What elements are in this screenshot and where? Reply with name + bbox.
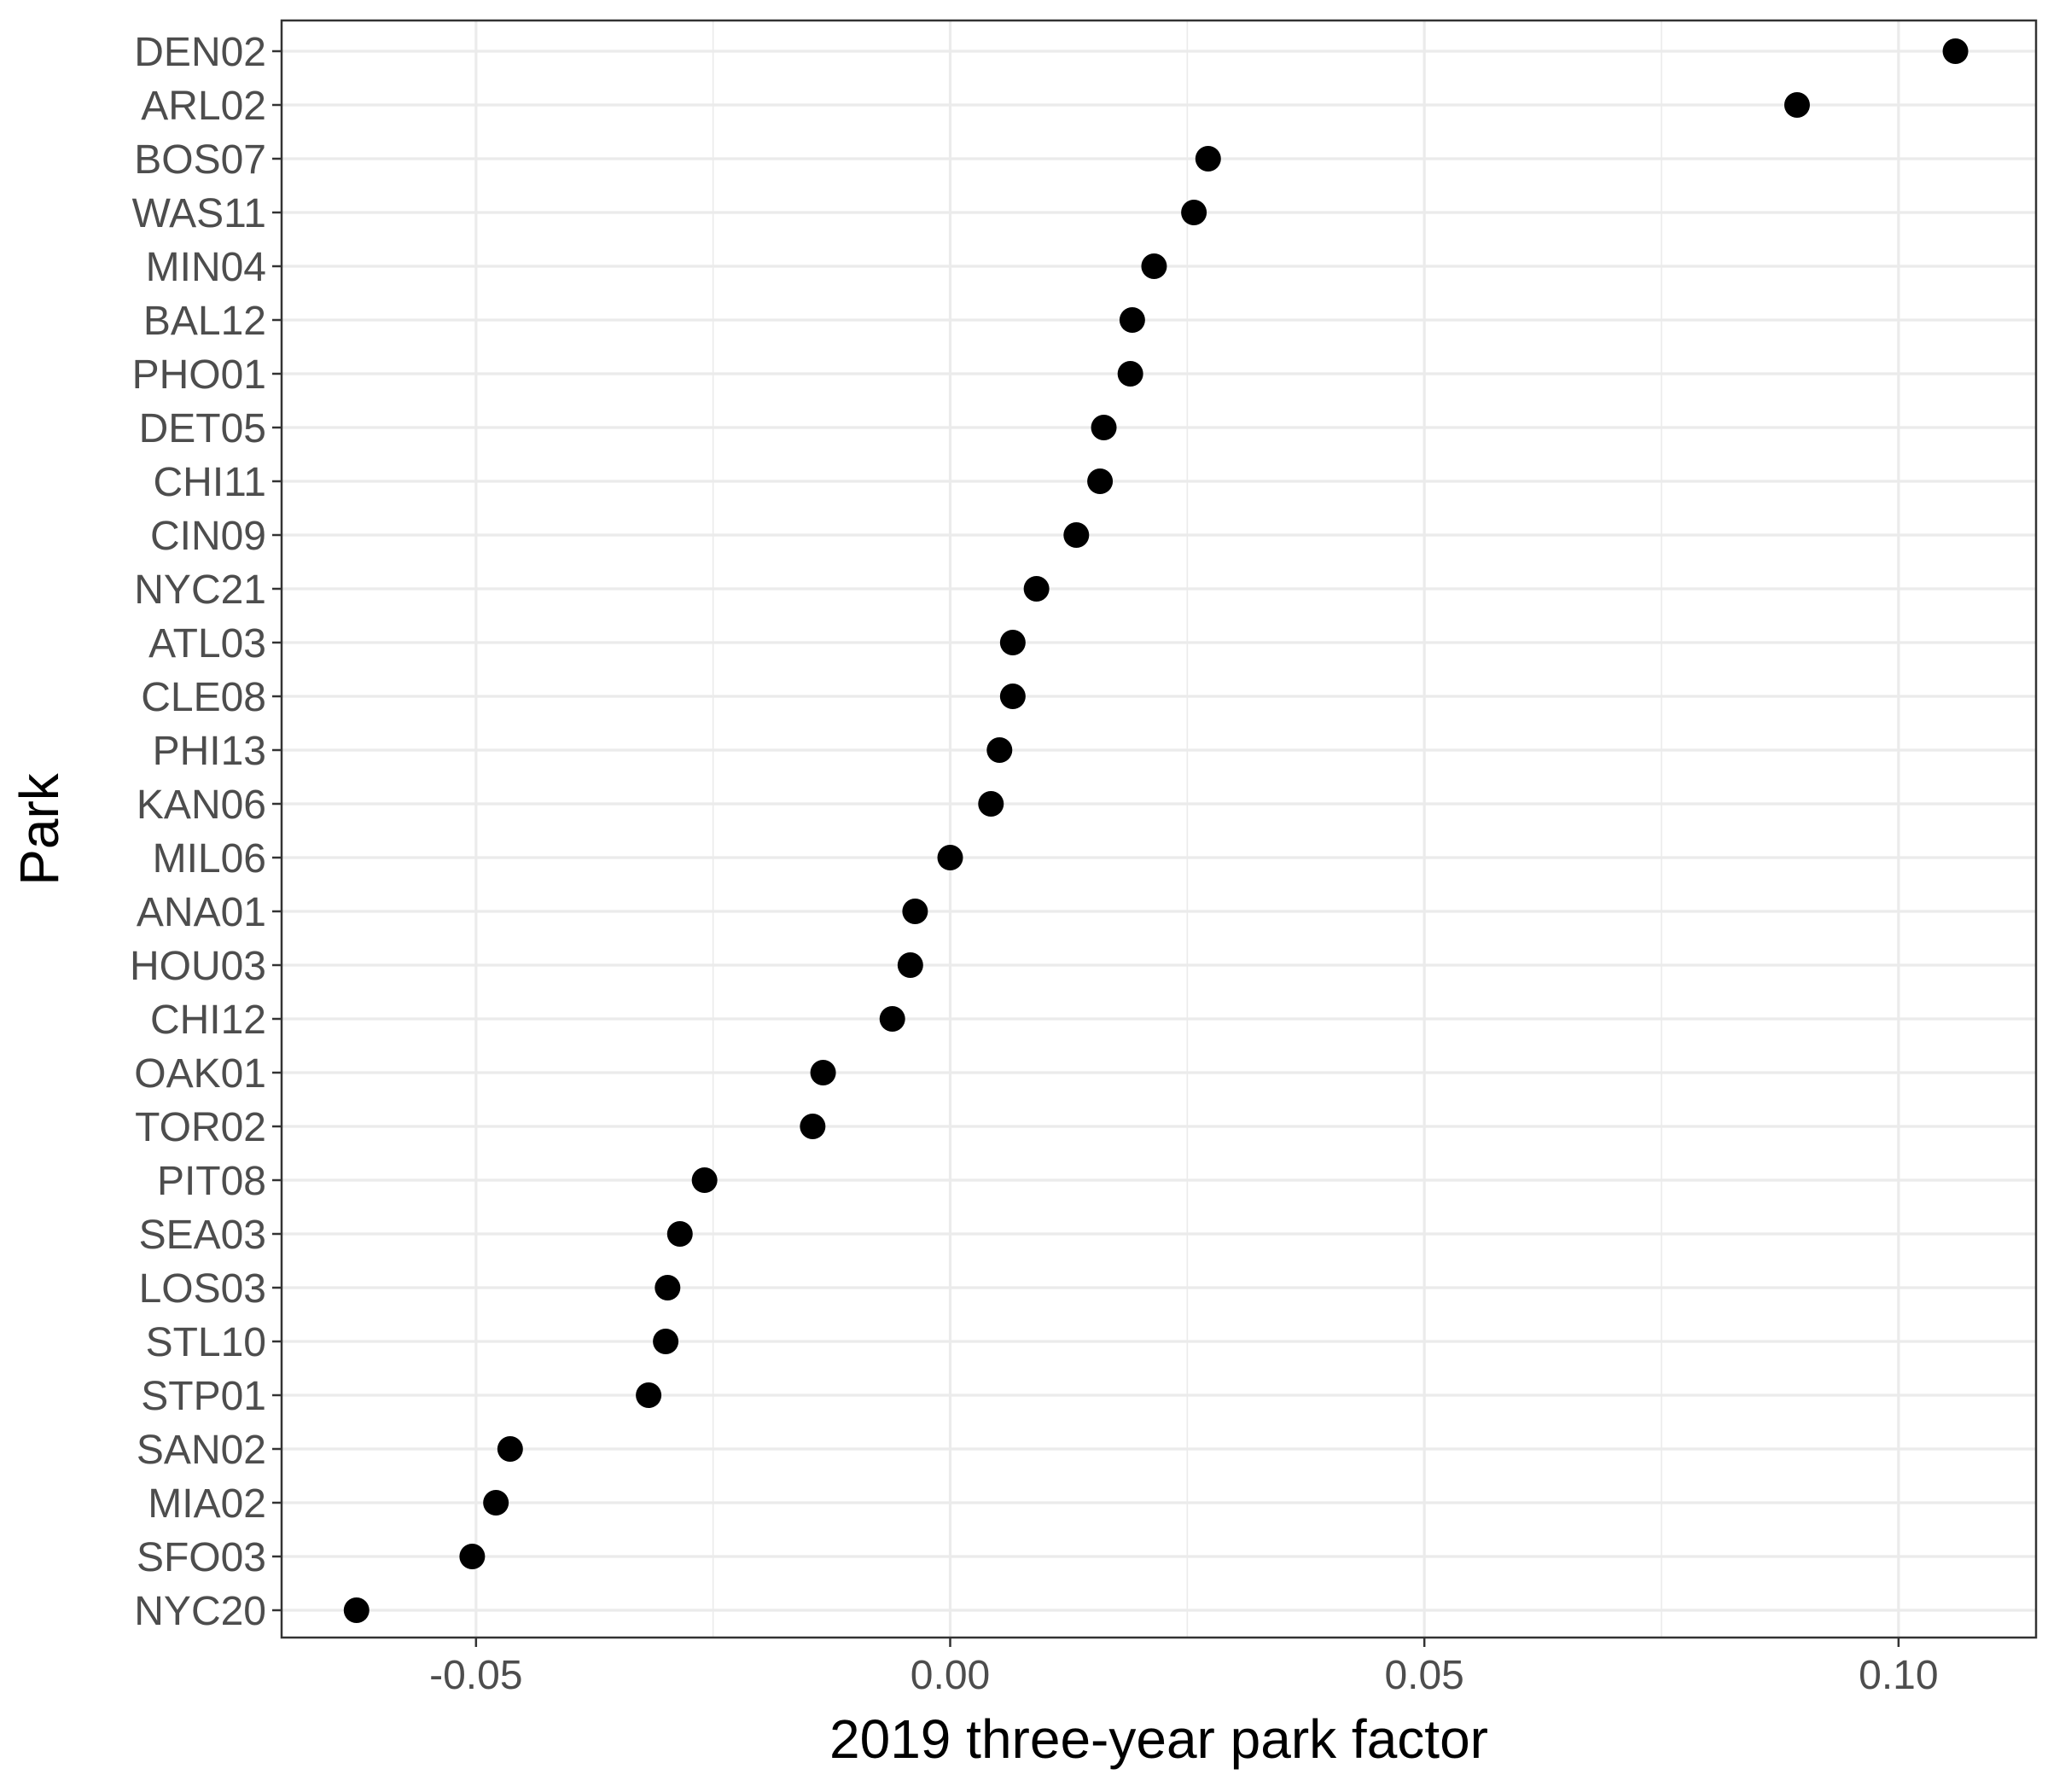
y-tick-label: PHO01 [132, 352, 266, 398]
data-point [655, 1275, 681, 1300]
y-tick-label: CHI11 [154, 460, 267, 505]
x-axis-title: 2019 three-year park factor [829, 1708, 1488, 1770]
y-tick-label: CLE08 [141, 675, 266, 720]
data-point [999, 630, 1026, 655]
x-tick-label: 0.10 [1859, 1653, 1938, 1698]
y-tick-label: DET05 [139, 406, 266, 451]
grid-lines [282, 20, 2036, 1638]
data-point [999, 684, 1026, 709]
y-tick-label: MIN04 [146, 245, 266, 290]
x-axis-tick-labels: -0.05 0.00 0.05 0.10 [429, 1653, 1938, 1698]
data-point [1181, 200, 1207, 225]
data-point [497, 1436, 523, 1462]
data-point [810, 1060, 836, 1085]
x-tick-label: -0.05 [429, 1653, 522, 1698]
panel-border [280, 19, 2038, 1639]
data-point [1087, 468, 1114, 494]
y-tick-label: CIN09 [150, 514, 266, 559]
data-point [483, 1490, 509, 1516]
y-tick-label: STL10 [146, 1320, 266, 1365]
y-tick-label: SAN02 [137, 1428, 266, 1473]
data-point [897, 952, 923, 978]
y-tick-label: DEN02 [134, 30, 266, 75]
y-tick-label: TOR02 [135, 1105, 266, 1150]
data-point [800, 1114, 826, 1139]
data-point [343, 1597, 369, 1623]
y-tick-label: LOS03 [139, 1266, 266, 1312]
data-point [1063, 522, 1090, 548]
data-point [1117, 361, 1143, 387]
y-tick-label: BOS07 [134, 137, 266, 183]
data-point [1783, 92, 1810, 118]
y-tick-label: BAL12 [143, 299, 266, 344]
y-tick-label: SEA03 [139, 1213, 266, 1258]
y-tick-label: STP01 [141, 1374, 266, 1419]
y-tick-label: KAN06 [137, 783, 266, 828]
data-point [459, 1544, 486, 1569]
data-point [902, 899, 928, 924]
data-point [1942, 38, 1969, 64]
data-point [986, 737, 1013, 763]
x-tick-label: 0.05 [1384, 1653, 1463, 1698]
y-tick-label: ARL02 [141, 84, 266, 129]
data-point [666, 1221, 693, 1247]
data-point [879, 1006, 905, 1032]
data-point [937, 845, 963, 870]
y-tick-label: NYC21 [134, 567, 266, 613]
y-tick-label: OAK01 [134, 1051, 266, 1097]
y-tick-label: PHI13 [153, 729, 266, 774]
y-tick-label: ANA01 [137, 890, 266, 935]
y-axis-tick-labels: DEN02 ARL02 BOS07 WAS11 MIN04 BAL12 PHO01 DET05… [130, 30, 266, 1634]
y-tick-label: HOU03 [130, 944, 266, 989]
data-points [343, 38, 1969, 1623]
data-point [1023, 576, 1050, 602]
data-point [1141, 253, 1167, 279]
data-point [1119, 307, 1145, 333]
y-tick-label: NYC20 [134, 1589, 266, 1634]
y-tick-label: MIA02 [148, 1481, 266, 1527]
y-tick-label: PIT08 [157, 1159, 266, 1204]
data-point [653, 1329, 679, 1354]
data-point [978, 791, 1004, 817]
y-axis-title: Park [9, 772, 70, 886]
data-point [636, 1382, 662, 1408]
y-tick-label: WAS11 [132, 191, 266, 236]
axis-ticks [272, 49, 1900, 1647]
y-tick-label: CHI12 [150, 998, 266, 1043]
y-tick-label: MIL06 [153, 836, 266, 881]
data-point [1091, 415, 1117, 440]
y-tick-label: SFO03 [137, 1535, 266, 1580]
data-point [691, 1167, 718, 1193]
data-point [1195, 146, 1221, 172]
x-tick-label: 0.00 [911, 1653, 990, 1698]
y-tick-label: ATL03 [148, 621, 266, 666]
